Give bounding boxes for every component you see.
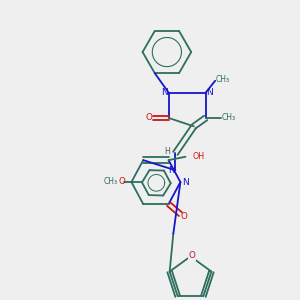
Text: O: O [118, 177, 125, 186]
Text: N: N [168, 166, 175, 175]
Text: O: O [188, 251, 195, 260]
Text: N: N [182, 178, 188, 187]
Text: N: N [161, 88, 168, 97]
Text: OH: OH [192, 152, 204, 160]
Text: O: O [180, 212, 187, 221]
Text: H: H [164, 147, 170, 156]
Text: CH₃: CH₃ [216, 75, 230, 84]
Text: N: N [206, 88, 213, 97]
Text: CH₃: CH₃ [222, 113, 236, 122]
Text: O: O [145, 113, 152, 122]
Text: CH₃: CH₃ [103, 177, 117, 186]
